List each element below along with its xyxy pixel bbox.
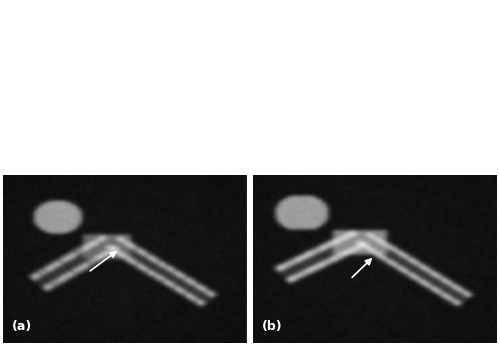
Text: (b): (b) <box>262 320 283 333</box>
Text: (a): (a) <box>12 320 32 333</box>
